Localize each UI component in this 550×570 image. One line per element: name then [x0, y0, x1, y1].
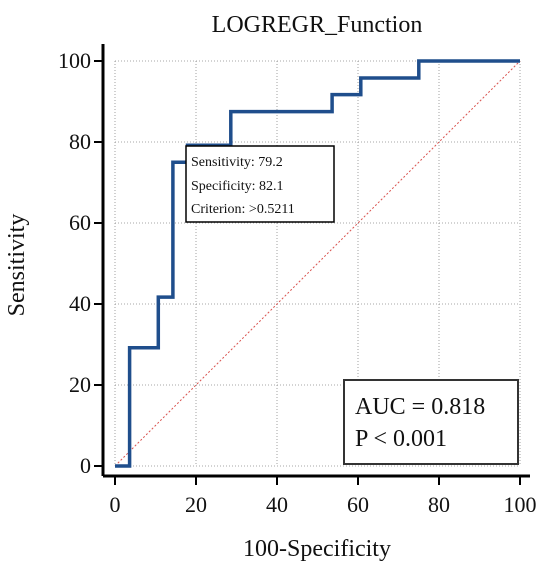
annotation-box	[185, 145, 335, 223]
x-tick-label: 60	[347, 492, 369, 517]
y-axis-label: Sensitivity	[4, 214, 30, 317]
stats-box	[343, 379, 519, 465]
p-value: P < 0.001	[355, 426, 447, 452]
annotation-specificity: Specificity: 82.1	[191, 179, 284, 194]
x-tick-label: 0	[110, 492, 121, 517]
annotation-criterion: Criterion: >0.5211	[191, 202, 295, 217]
y-tick-label: 40	[69, 291, 91, 316]
y-tick-label: 60	[69, 210, 91, 235]
x-tick-label: 20	[185, 492, 207, 517]
chart-title: LOGREGR_Function	[212, 12, 423, 38]
ticks: 0 20 40 60 80 100 0 20 40 60 80 100	[58, 48, 537, 517]
auc-stats-box: AUC = 0.818 P < 0.001	[343, 379, 519, 465]
y-tick-label: 80	[69, 129, 91, 154]
roc-curve	[115, 59, 520, 468]
y-tick-label: 100	[58, 48, 91, 73]
x-tick-label: 40	[266, 492, 288, 517]
x-axis-label: 100-Specificity	[243, 536, 391, 562]
reference-line	[114, 60, 521, 467]
y-tick-label: 20	[69, 372, 91, 397]
criterion-annotation: Sensitivity: 79.2 Specificity: 82.1 Crit…	[185, 145, 335, 223]
y-tick-label: 0	[80, 453, 91, 478]
x-tick-label: 80	[428, 492, 450, 517]
annotation-sensitivity: Sensitivity: 79.2	[191, 155, 283, 170]
x-tick-label: 100	[504, 492, 537, 517]
auc-value: AUC = 0.818	[355, 394, 485, 420]
